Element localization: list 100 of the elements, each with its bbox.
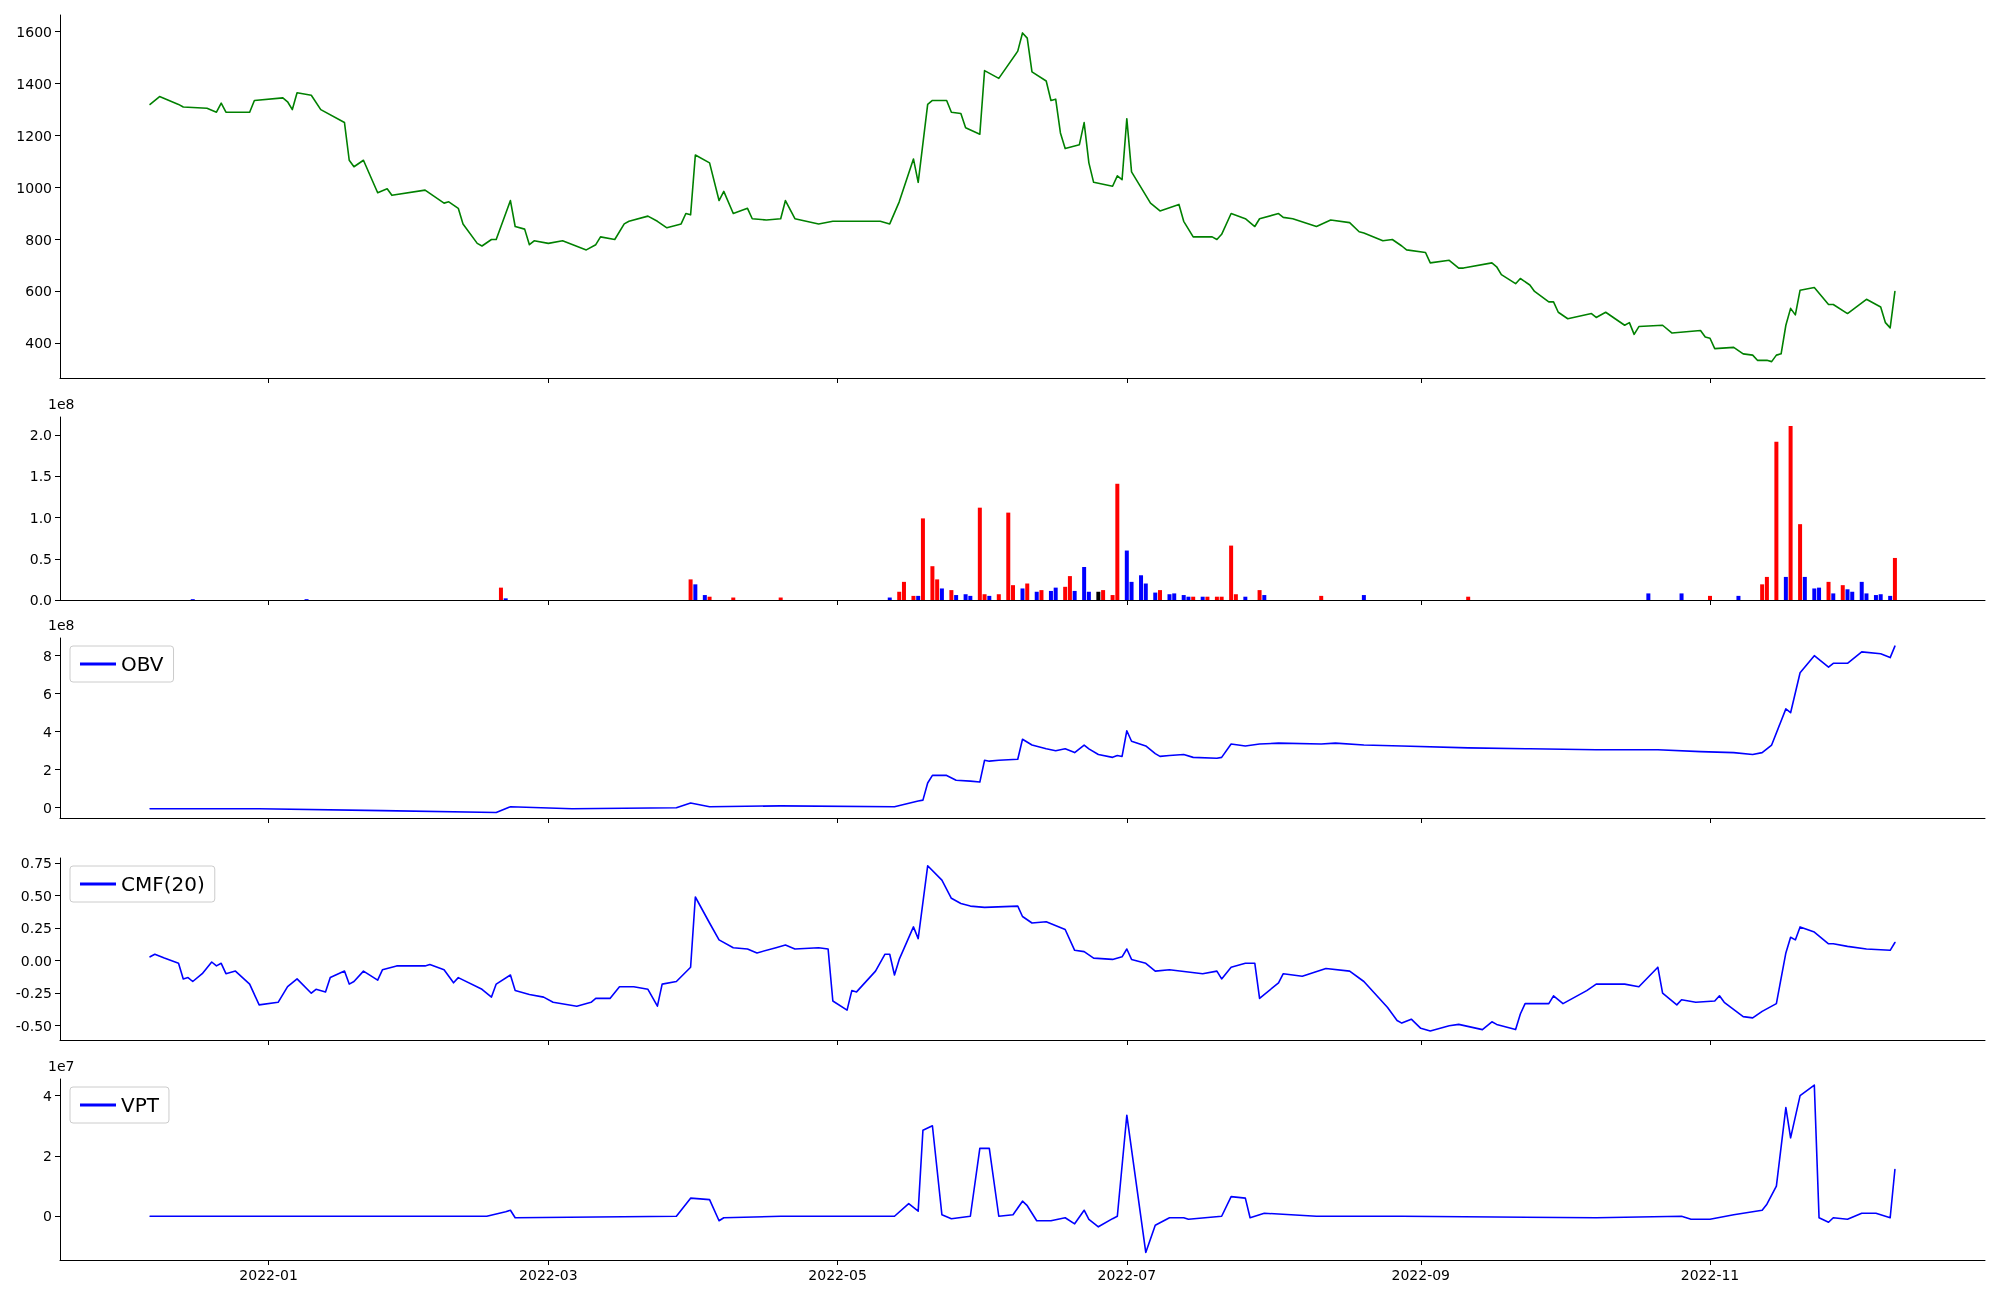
y-tick-label: 1.0 xyxy=(29,509,52,526)
bar xyxy=(1361,595,1366,600)
y-tick-label: 1400 xyxy=(16,75,52,92)
bar xyxy=(1200,596,1205,600)
y-tick-label: 1200 xyxy=(16,127,52,144)
bar xyxy=(1205,596,1210,600)
bar xyxy=(1191,596,1196,600)
bar xyxy=(1020,588,1025,600)
y-tick-label: -0.50 xyxy=(15,1017,52,1034)
bar xyxy=(1319,595,1324,600)
bar xyxy=(1006,512,1011,600)
bar xyxy=(1153,592,1158,600)
bar xyxy=(949,590,954,600)
y-tick-label: -0.25 xyxy=(15,985,52,1002)
x-tick-label: 2022-07 xyxy=(1097,1267,1157,1283)
bar xyxy=(1115,483,1120,600)
y-tick-label: 0.50 xyxy=(20,887,52,904)
y-tick-label: 0.25 xyxy=(20,920,52,937)
legend-label: CMF(20) xyxy=(121,872,205,896)
bar xyxy=(1736,595,1741,600)
bar xyxy=(1888,595,1893,600)
y-tick-label: 8 xyxy=(43,647,52,664)
bar xyxy=(916,595,921,600)
bar xyxy=(1679,593,1684,600)
y-tick-label: 0.0 xyxy=(29,592,52,608)
x-tick-label: 2022-03 xyxy=(519,1267,578,1283)
bar xyxy=(1892,557,1897,600)
y-tick-label: 4 xyxy=(43,723,53,740)
y-tick-label: 1.5 xyxy=(29,468,52,485)
bar xyxy=(1466,596,1471,600)
bar xyxy=(1802,576,1807,600)
legend-label: VPT xyxy=(121,1093,160,1117)
y-tick-label: 600 xyxy=(25,283,52,300)
y-tick-label: 2 xyxy=(43,761,52,778)
bar xyxy=(1850,591,1855,600)
bar xyxy=(1101,590,1106,600)
y-tick-label: 0.00 xyxy=(20,952,52,969)
x-tick-label: 2022-11 xyxy=(1680,1267,1740,1283)
x-tick-label: 2022-05 xyxy=(808,1267,867,1283)
bar xyxy=(707,596,712,600)
bar xyxy=(1831,593,1836,600)
bar xyxy=(1053,587,1058,600)
bar xyxy=(1845,589,1850,600)
bar xyxy=(1229,545,1234,600)
y-tick-label: 6 xyxy=(43,685,53,702)
y-tick-label: 1600 xyxy=(16,23,52,40)
bar xyxy=(1812,588,1817,600)
y-tick-label: 800 xyxy=(25,231,52,248)
bar xyxy=(1262,595,1267,600)
bar xyxy=(1859,581,1864,600)
bar xyxy=(702,595,707,600)
bar xyxy=(968,595,973,600)
y-tick-label: 2.0 xyxy=(29,427,52,444)
bar xyxy=(688,579,693,600)
bar xyxy=(954,595,959,600)
y-tick-label: 0 xyxy=(43,799,52,816)
y-tick-label: 0 xyxy=(43,1208,52,1225)
line-series xyxy=(149,32,1896,363)
bar xyxy=(1025,583,1030,600)
bar xyxy=(1708,595,1712,600)
bar xyxy=(1826,581,1831,600)
bar xyxy=(498,587,503,600)
bar xyxy=(1039,590,1044,600)
y-axis-title: 1e7 xyxy=(48,1058,75,1074)
bar xyxy=(939,588,944,600)
bar xyxy=(1082,567,1087,600)
y-tick-label: 400 xyxy=(25,335,52,352)
bar xyxy=(987,595,992,600)
bar xyxy=(1878,594,1883,600)
x-tick-label: 2022-01 xyxy=(239,1267,298,1283)
bar xyxy=(1072,590,1077,600)
bar xyxy=(996,594,1001,600)
bar xyxy=(963,594,968,600)
x-tick-label: 2022-09 xyxy=(1391,1267,1451,1283)
y-tick-label: 0.5 xyxy=(29,550,52,567)
bar xyxy=(693,584,698,600)
bar xyxy=(1257,590,1262,600)
bar xyxy=(1243,596,1248,600)
bar xyxy=(1774,441,1779,600)
y-tick-label: 1000 xyxy=(16,179,52,196)
y-tick-label: 0.75 xyxy=(20,855,52,872)
bar xyxy=(1783,576,1788,600)
bar xyxy=(930,566,935,600)
bar xyxy=(1840,585,1845,600)
bar xyxy=(1764,576,1769,600)
bar xyxy=(1139,575,1144,600)
bar xyxy=(1219,596,1224,600)
bar xyxy=(1646,593,1651,600)
bar xyxy=(1186,596,1191,600)
bar xyxy=(1788,426,1793,600)
bar xyxy=(911,595,916,600)
bar xyxy=(1181,595,1186,600)
bar xyxy=(1034,591,1039,600)
bar xyxy=(1067,576,1072,600)
bar xyxy=(1158,590,1162,600)
bar xyxy=(920,518,925,600)
bar xyxy=(901,581,906,600)
legend-label: OBV xyxy=(121,652,164,676)
bar xyxy=(1167,594,1172,600)
y-tick-label: 4 xyxy=(43,1087,53,1104)
